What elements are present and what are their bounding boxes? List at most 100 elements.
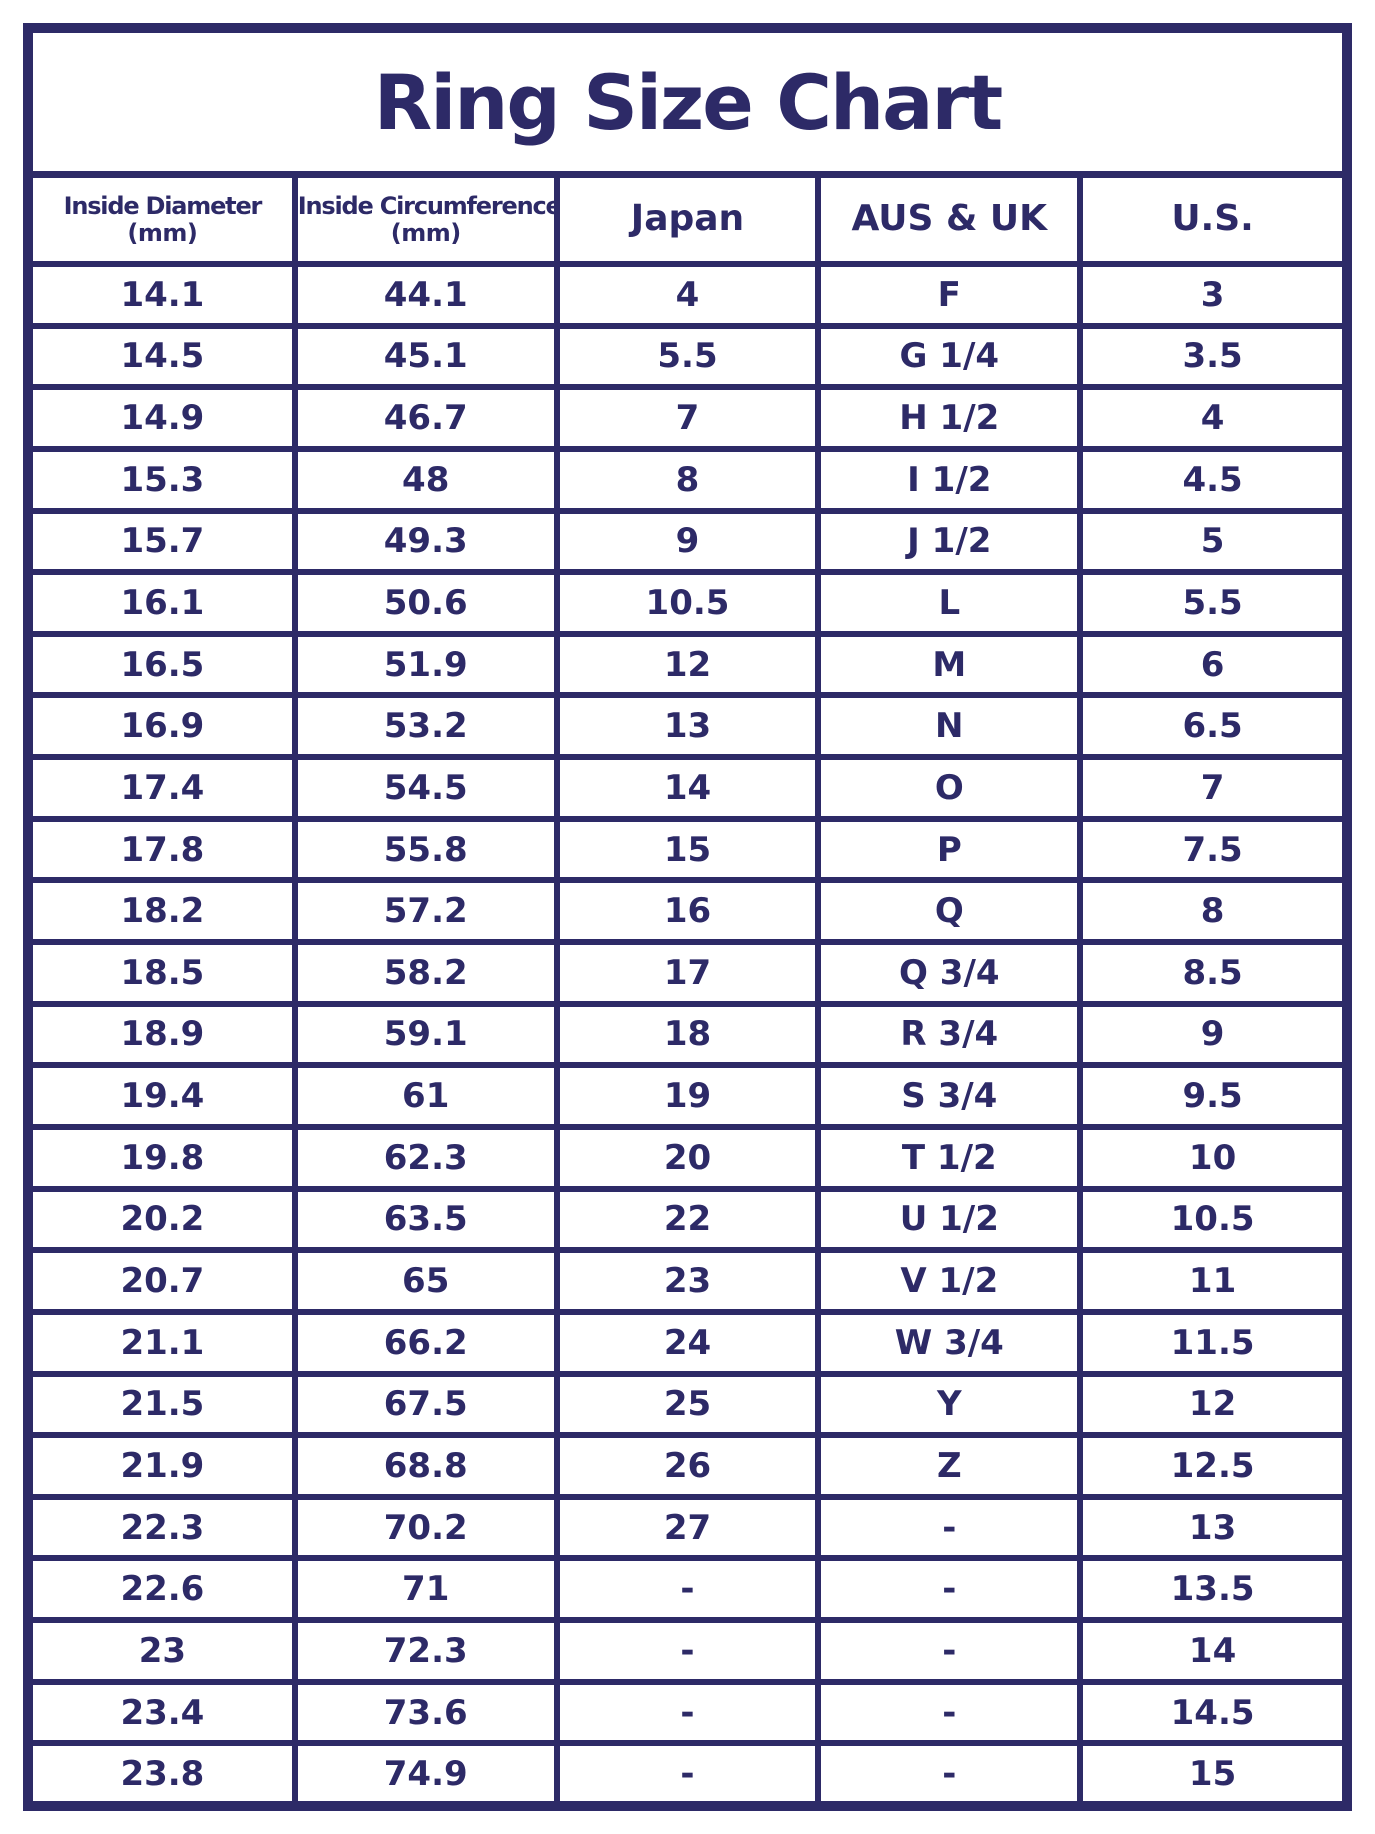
- table-cell: V 1/2: [815, 1247, 1084, 1315]
- table-cell: 9: [553, 507, 822, 576]
- header-row: Inside Diameter (mm) Inside Circumferenc…: [30, 175, 1345, 267]
- table-cell: 53.2: [291, 692, 560, 761]
- table-cell: 16.1: [30, 569, 298, 637]
- table-row: 21.9 68.8 26 Z 12.5: [30, 1432, 1345, 1500]
- table-cell: 58.2: [291, 939, 560, 1007]
- table-cell: 63.5: [291, 1185, 560, 1254]
- table-cell: Q 3/4: [815, 939, 1084, 1007]
- table-cell: 9.5: [1077, 1062, 1345, 1130]
- table-cell: 22.3: [30, 1493, 298, 1562]
- table-cell: -: [815, 1740, 1084, 1804]
- table-cell: 59.1: [291, 1000, 560, 1069]
- table-cell: 8.5: [1077, 939, 1345, 1007]
- table-cell: 19.4: [30, 1062, 298, 1130]
- column-header-label: Inside Diameter: [63, 191, 263, 220]
- table-cell: 74.9: [291, 1740, 560, 1804]
- table-cell: 45.1: [291, 322, 560, 391]
- table-cell: G 1/4: [815, 322, 1084, 391]
- table-cell: 62.3: [291, 1123, 560, 1192]
- table-cell: 15.3: [30, 445, 298, 514]
- table-cell: 3: [1077, 261, 1345, 329]
- table-row: 15.7 49.3 9 J 1/2 5: [30, 507, 1345, 576]
- table-header: Inside Diameter (mm) Inside Circumferenc…: [30, 175, 1345, 267]
- table-cell: 50.6: [291, 569, 560, 637]
- table-row: 21.5 67.5 25 Y 12: [30, 1370, 1345, 1439]
- table-cell: I 1/2: [815, 445, 1084, 514]
- table-cell: 19.8: [30, 1123, 298, 1192]
- column-header-label: Japan: [630, 198, 745, 240]
- table-cell: 9: [1077, 1000, 1345, 1069]
- column-header-aus-uk: AUS & UK: [815, 175, 1084, 267]
- column-header-label: Inside Circumference: [297, 191, 557, 220]
- table-cell: O: [815, 754, 1084, 822]
- column-header-unit: (mm): [390, 218, 461, 247]
- table-cell: 24: [553, 1308, 822, 1377]
- table-cell: 20.7: [30, 1247, 298, 1315]
- column-header-unit: (mm): [127, 218, 198, 247]
- table-cell: 51.9: [291, 630, 560, 699]
- table-cell: 12.5: [1077, 1432, 1345, 1500]
- table-cell: 55.8: [291, 815, 560, 884]
- table-cell: 5.5: [1077, 569, 1345, 637]
- table-cell: 13: [553, 692, 822, 761]
- table-row: 17.8 55.8 15 P 7.5: [30, 815, 1345, 884]
- table-cell: Q: [815, 877, 1084, 946]
- table-cell: -: [553, 1678, 822, 1747]
- table-cell: H 1/2: [815, 384, 1084, 452]
- table-cell: 14: [1077, 1617, 1345, 1685]
- table-cell: 22.6: [30, 1555, 298, 1624]
- table-cell: 5.5: [553, 322, 822, 391]
- table-cell: 21.5: [30, 1370, 298, 1439]
- table-cell: 17: [553, 939, 822, 1007]
- table-row: 16.5 51.9 12 M 6: [30, 630, 1345, 699]
- table-cell: 18: [553, 1000, 822, 1069]
- table-cell: -: [553, 1740, 822, 1804]
- table-cell: 18.2: [30, 877, 298, 946]
- table-cell: 11: [1077, 1247, 1345, 1315]
- table-cell: U 1/2: [815, 1185, 1084, 1254]
- table-row: 16.9 53.2 13 N 6.5: [30, 692, 1345, 761]
- table-cell: -: [815, 1617, 1084, 1685]
- table-cell: F: [815, 261, 1084, 329]
- page-title: Ring Size Chart: [373, 57, 1004, 147]
- table-cell: 18.5: [30, 939, 298, 1007]
- table-cell: R 3/4: [815, 1000, 1084, 1069]
- table-cell: 66.2: [291, 1308, 560, 1377]
- table-cell: S 3/4: [815, 1062, 1084, 1130]
- table-cell: 65: [291, 1247, 560, 1315]
- table-row: 17.4 54.5 14 O 7: [30, 754, 1345, 822]
- table-cell: 14.5: [30, 322, 298, 391]
- table-cell: 10.5: [553, 569, 822, 637]
- table-cell: 20: [553, 1123, 822, 1192]
- table-cell: 4.5: [1077, 445, 1345, 514]
- table-row: 18.5 58.2 17 Q 3/4 8.5: [30, 939, 1345, 1007]
- table-cell: J 1/2: [815, 507, 1084, 576]
- table-cell: 70.2: [291, 1493, 560, 1562]
- column-header-japan: Japan: [553, 175, 822, 267]
- title-row: Ring Size Chart: [33, 33, 1342, 178]
- table-cell: 67.5: [291, 1370, 560, 1439]
- size-table: Inside Diameter (mm) Inside Circumferenc…: [30, 175, 1345, 1804]
- table-cell: 17.4: [30, 754, 298, 822]
- table-cell: 48: [291, 445, 560, 514]
- table-cell: 4: [553, 261, 822, 329]
- table-cell: 7: [1077, 754, 1345, 822]
- table-row: 23 72.3- -14: [30, 1617, 1345, 1685]
- table-cell: 21.1: [30, 1308, 298, 1377]
- table-cell: W 3/4: [815, 1308, 1084, 1377]
- table-cell: 4: [1077, 384, 1345, 452]
- table-cell: 46.7: [291, 384, 560, 452]
- table-cell: 12: [553, 630, 822, 699]
- table-cell: 13.5: [1077, 1555, 1345, 1624]
- table-row: 20.7 65 23 V 1/2 11: [30, 1247, 1345, 1315]
- table-cell: 72.3: [291, 1617, 560, 1685]
- table-cell: 20.2: [30, 1185, 298, 1254]
- table-cell: 14.9: [30, 384, 298, 452]
- table-cell: 22: [553, 1185, 822, 1254]
- table-cell: T 1/2: [815, 1123, 1084, 1192]
- table-row: 19.4 61 19 S 3/4 9.5: [30, 1062, 1345, 1130]
- table-cell: 23.8: [30, 1740, 298, 1804]
- table-cell: 3.5: [1077, 322, 1345, 391]
- table-cell: 14: [553, 754, 822, 822]
- table-row: 14.5 45.1 5.5 G 1/4 3.5: [30, 322, 1345, 391]
